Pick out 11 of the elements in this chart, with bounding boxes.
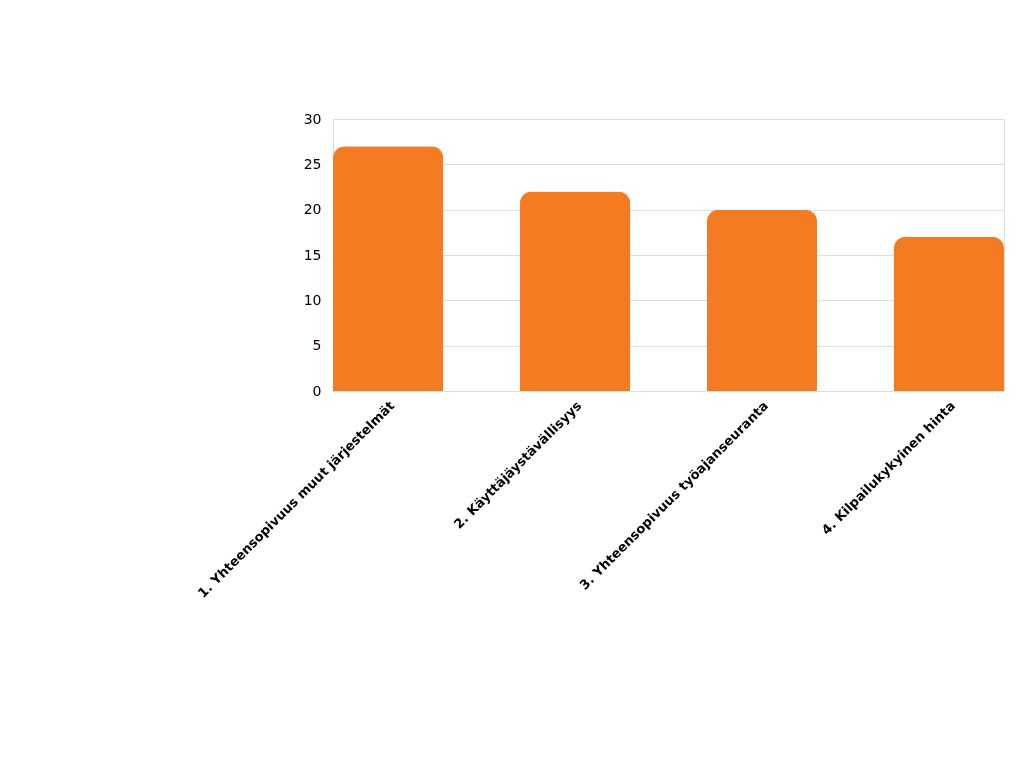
y-tick-label: 30: [303, 110, 322, 127]
bar: [333, 146, 444, 391]
bar: [893, 236, 1004, 391]
y-tick-label: 0: [312, 382, 322, 399]
bar: [706, 209, 818, 391]
y-tick-label: 15: [303, 246, 322, 263]
y-tick-label: 10: [303, 291, 322, 308]
y-tick-label: 5: [312, 337, 322, 354]
y-tick-label: 25: [303, 155, 322, 172]
bar: [519, 191, 631, 391]
y-tick-label: 20: [303, 201, 322, 218]
